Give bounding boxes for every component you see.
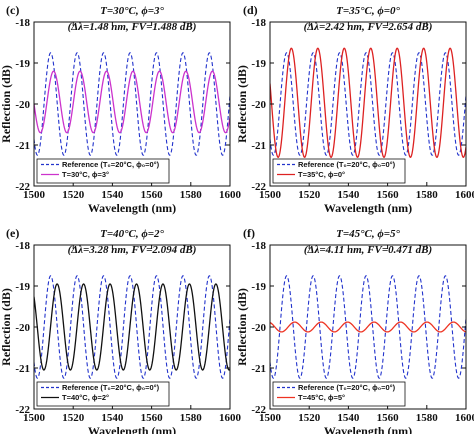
reference-series-line [270, 52, 466, 156]
x-tick-label: 1540 [337, 412, 360, 424]
y-tick-label: -22 [15, 181, 30, 193]
x-tick-label: 1580 [180, 189, 203, 201]
measured-series-line [34, 70, 230, 134]
y-tick-label: -20 [15, 322, 30, 334]
legend-entry-label: Reference (T₀=20°C, ϕ₀=0°) [62, 383, 160, 392]
panel-subtitle: (Δλ=3.28 nm, FV=2.094 dB) [68, 244, 197, 256]
legend: Reference (T₀=20°C, ϕ₀=0°)T=45°C, ϕ=5° [272, 381, 406, 407]
x-tick-label: 1560 [141, 189, 164, 201]
y-tick-label: -18 [15, 240, 30, 252]
y-tick-label: -21 [15, 363, 30, 375]
legend-box [272, 381, 406, 407]
y-axis-label: Reflection (dB) [235, 65, 249, 143]
x-tick-label: 1600 [455, 412, 474, 424]
legend-entry-label: Reference (T₀=20°C, ϕ₀=0°) [298, 160, 396, 169]
legend-entry-label: T=45°C, ϕ=5° [298, 393, 345, 402]
x-tick-label: 1500 [259, 412, 282, 424]
x-tick-label: 1520 [62, 189, 85, 201]
legend: Reference (T₀=20°C, ϕ₀=0°)T=35°C, ϕ=0° [272, 158, 406, 184]
x-tick-label: 1600 [219, 412, 242, 424]
panel-subtitle: (Δλ=1.48 nm, FV=1.488 dB) [68, 21, 197, 33]
legend-entry-label: Reference (T₀=20°C, ϕ₀=0°) [62, 160, 160, 169]
legend-entry-label: T=35°C, ϕ=0° [298, 170, 345, 179]
x-axis-label: Wavelength (nm) [88, 424, 176, 434]
panel-label: (d) [243, 3, 258, 17]
y-tick-label: -21 [251, 140, 266, 152]
legend-entry-label: Reference (T₀=20°C, ϕ₀=0°) [298, 383, 396, 392]
y-tick-label: -19 [251, 281, 266, 293]
reference-series-line [270, 275, 466, 379]
x-tick-label: 1500 [259, 189, 282, 201]
x-tick-label: 1540 [101, 412, 124, 424]
x-tick-label: 1500 [23, 189, 46, 201]
x-tick-label: 1600 [219, 189, 242, 201]
panel-title: T=30°C, ϕ=3° [100, 5, 164, 17]
chart-panel: (f) 1500 1520 1540 1560 1580 1600 -22 -21 -20 -19 -… [235, 226, 474, 434]
y-tick-label: -21 [15, 140, 30, 152]
y-tick-label: -22 [251, 404, 266, 416]
y-tick-label: -20 [251, 99, 266, 111]
chart-panel: (c) 1500 1520 1540 1560 1580 1600 -22 -21 -20 -19 -… [0, 3, 242, 215]
measured-series-line [270, 321, 466, 333]
y-tick-label: -20 [15, 99, 30, 111]
y-axis-label: Reflection (dB) [0, 65, 13, 143]
y-axis-label: Reflection (dB) [0, 288, 13, 366]
x-tick-label: 1540 [337, 189, 360, 201]
x-tick-label: 1520 [62, 412, 85, 424]
panel-title: T=45°C, ϕ=5° [336, 228, 400, 240]
legend-box [36, 158, 170, 184]
x-tick-label: 1580 [416, 412, 439, 424]
legend: Reference (T₀=20°C, ϕ₀=0°)T=30°C, ϕ=3° [36, 158, 170, 184]
x-tick-label: 1500 [23, 412, 46, 424]
y-tick-label: -22 [15, 404, 30, 416]
chart-panel: (d) 1500 1520 1540 1560 1580 1600 -22 -21 -20 -19 -… [235, 3, 474, 215]
x-tick-label: 1560 [377, 189, 400, 201]
y-tick-label: -18 [15, 17, 30, 29]
panel-label: (e) [6, 226, 19, 240]
legend-box [36, 381, 170, 407]
y-tick-label: -19 [15, 58, 30, 70]
legend: Reference (T₀=20°C, ϕ₀=0°)T=40°C, ϕ=2° [36, 381, 170, 407]
y-tick-label: -21 [251, 363, 266, 375]
panel-title: T=35°C, ϕ=0° [336, 5, 400, 17]
x-axis-label: Wavelength (nm) [324, 424, 412, 434]
x-tick-label: 1520 [298, 189, 321, 201]
panel-title: T=40°C, ϕ=2° [100, 228, 164, 240]
x-tick-label: 1600 [455, 189, 474, 201]
panel-subtitle: (Δλ=2.42 nm, FV=2.654 dB) [304, 21, 433, 33]
y-tick-label: -22 [251, 181, 266, 193]
legend-box [272, 158, 406, 184]
panel-label: (c) [6, 3, 19, 17]
y-tick-label: -19 [15, 281, 30, 293]
x-tick-label: 1520 [298, 412, 321, 424]
y-tick-label: -18 [251, 240, 266, 252]
legend-entry-label: T=30°C, ϕ=3° [62, 170, 109, 179]
y-tick-label: -19 [251, 58, 266, 70]
legend-entry-label: T=40°C, ϕ=2° [62, 393, 109, 402]
x-axis-label: Wavelength (nm) [88, 201, 176, 215]
x-tick-label: 1560 [377, 412, 400, 424]
panel-label: (f) [243, 226, 255, 240]
panel-subtitle: (Δλ=4.11 nm, FV=0.471 dB) [304, 244, 432, 256]
x-tick-label: 1540 [101, 189, 124, 201]
reference-series-line [34, 52, 230, 156]
measured-series-line [34, 283, 230, 371]
x-tick-label: 1580 [416, 189, 439, 201]
measured-series-line [270, 47, 466, 158]
x-axis-label: Wavelength (nm) [324, 201, 412, 215]
y-tick-label: -18 [251, 17, 266, 29]
x-tick-label: 1580 [180, 412, 203, 424]
chart-panel: (e) 1500 1520 1540 1560 1580 1600 -22 -21 -20 -19 -… [0, 226, 242, 434]
y-axis-label: Reflection (dB) [235, 288, 249, 366]
reference-series-line [34, 275, 230, 379]
y-tick-label: -20 [251, 322, 266, 334]
x-tick-label: 1560 [141, 412, 164, 424]
